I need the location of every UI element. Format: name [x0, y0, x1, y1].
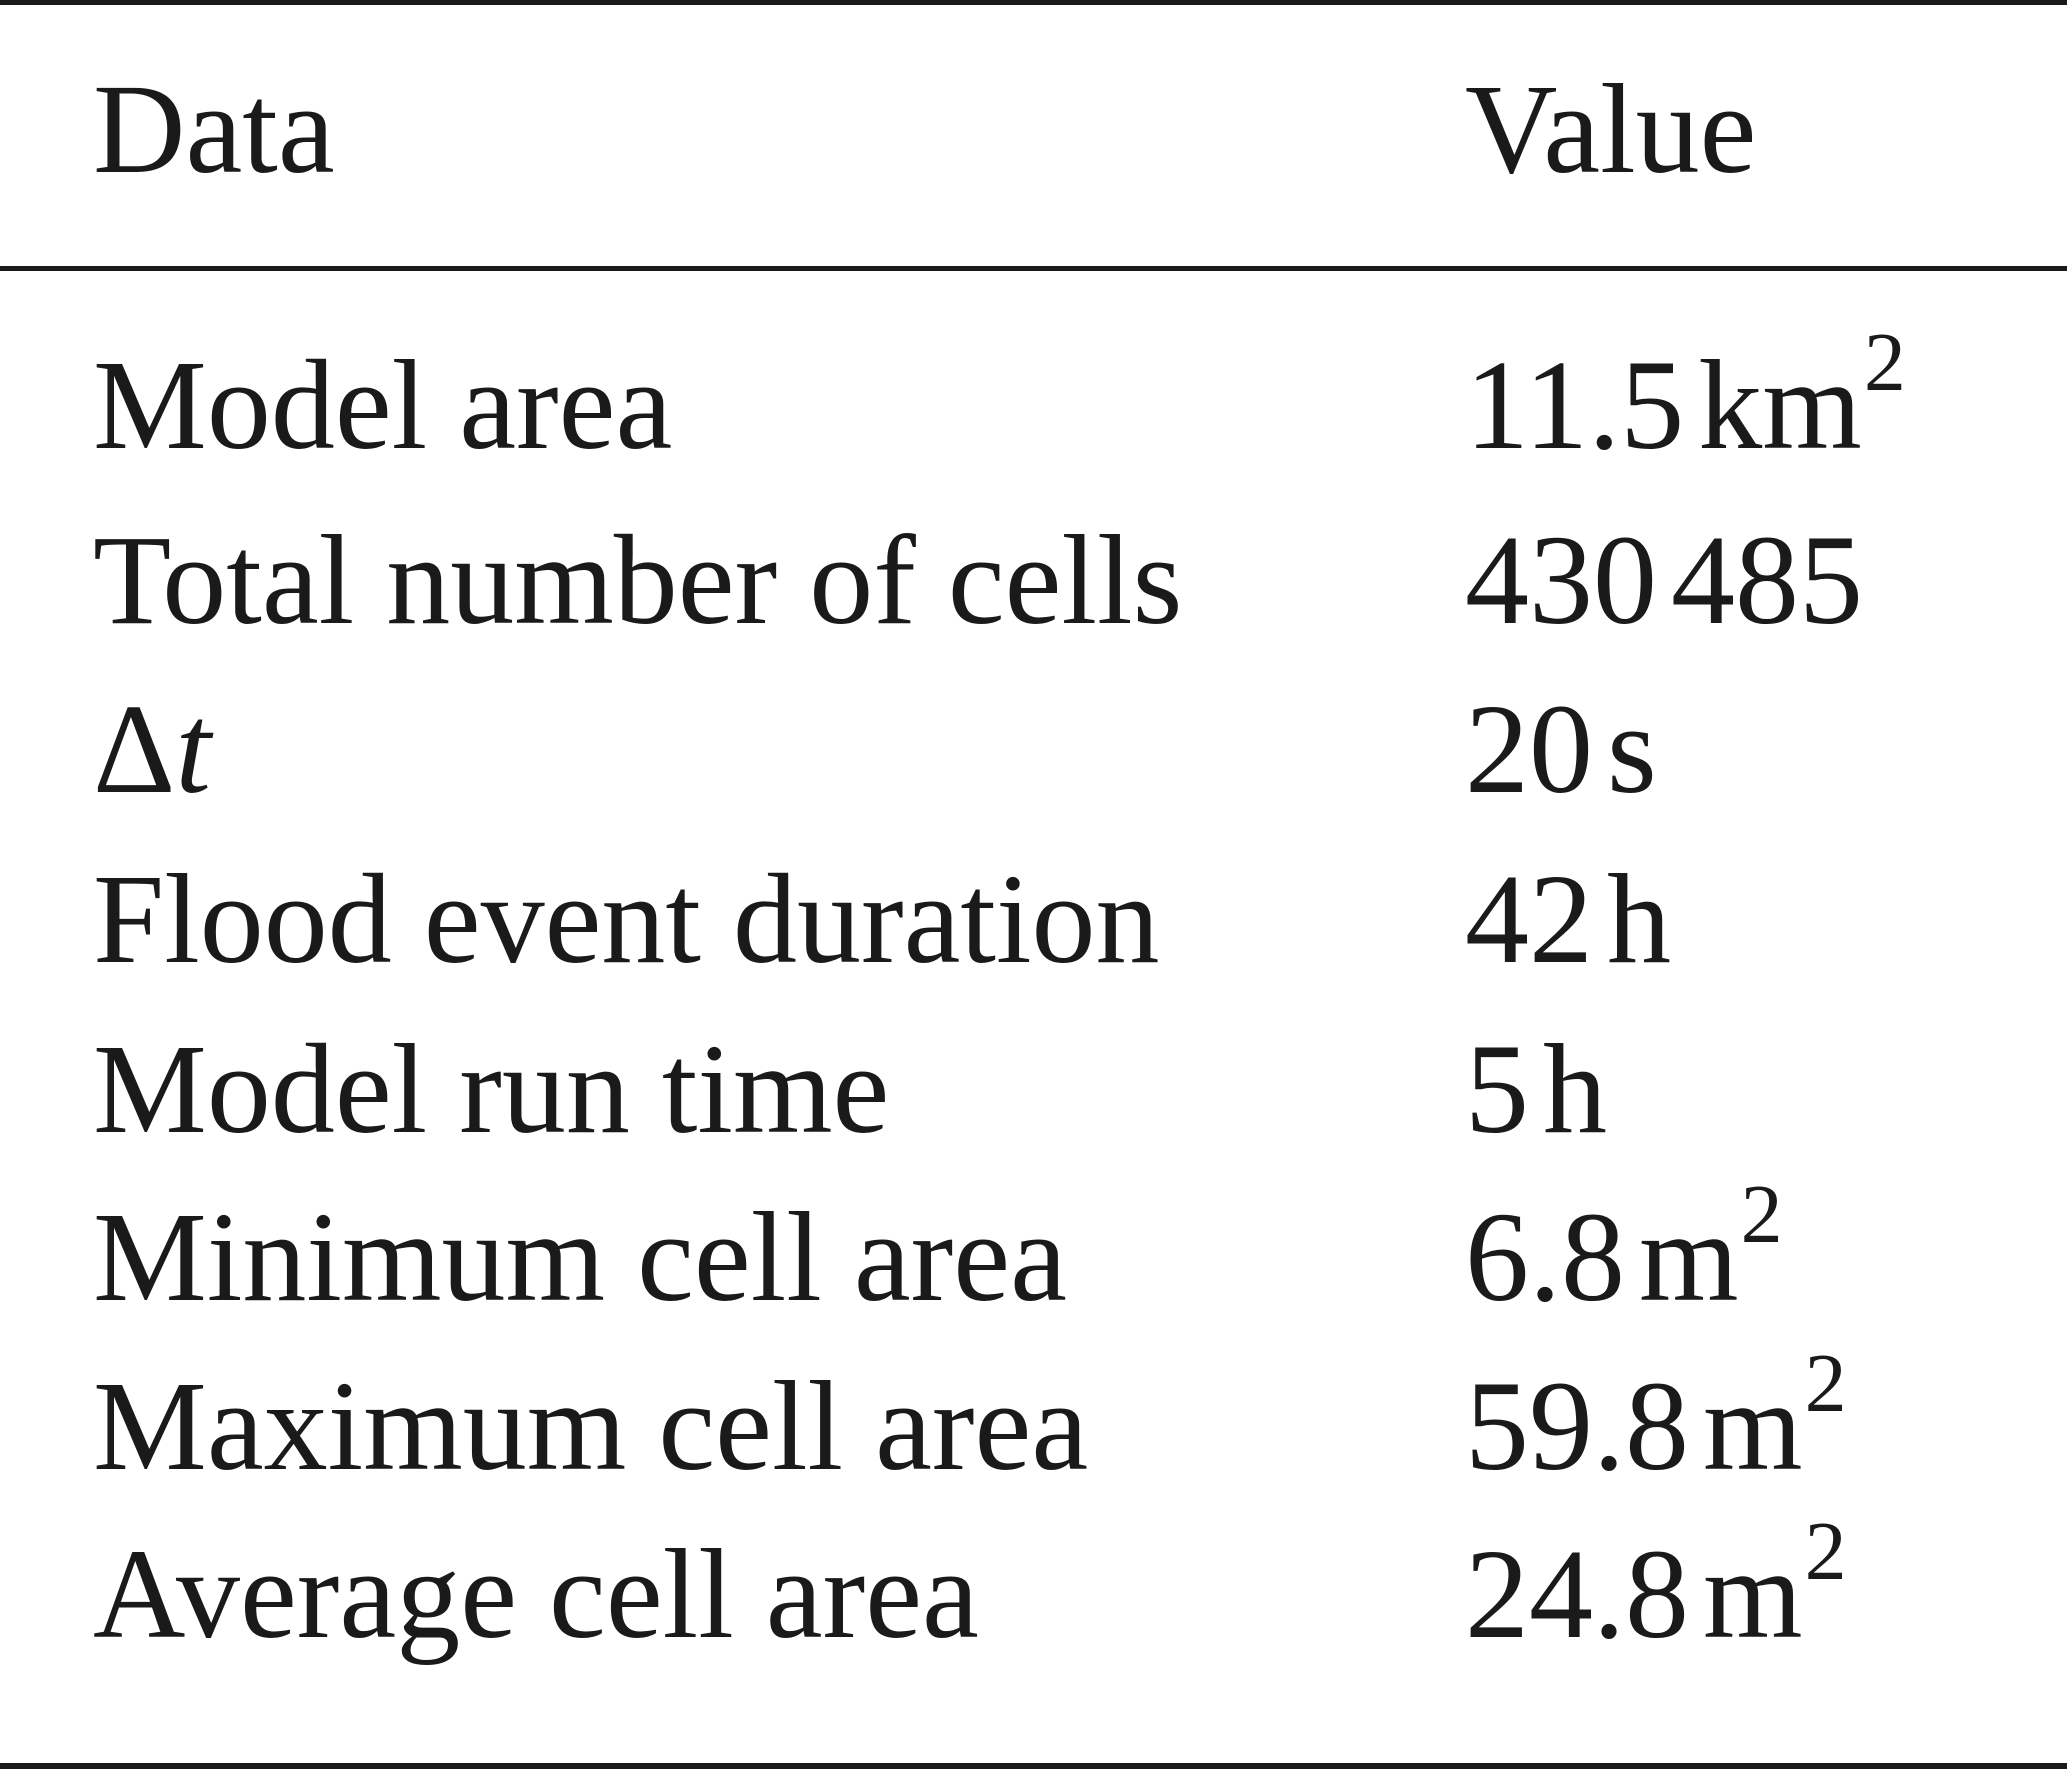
- row-value: 20 s: [1465, 678, 1657, 820]
- row-value: 430 485: [1465, 509, 1863, 651]
- header-value: Value: [1465, 58, 1757, 200]
- row-label: Flood event duration: [93, 848, 1160, 990]
- row-value: 59.8 m2: [1465, 1337, 1847, 1497]
- row-label: Model area: [93, 334, 673, 476]
- header-data: Data: [93, 58, 335, 200]
- row-label: Maximum cell area: [93, 1355, 1089, 1497]
- row-value: 11.5 km2: [1465, 316, 1906, 476]
- row-value: 42 h: [1465, 848, 1671, 990]
- table-header-rule: [0, 266, 2067, 271]
- row-value: 6.8 m2: [1465, 1168, 1783, 1328]
- row-value: 24.8 m2: [1465, 1505, 1847, 1665]
- row-label: Minimum cell area: [93, 1186, 1067, 1328]
- row-label: Model run time: [93, 1018, 890, 1160]
- row-label: Total number of cells: [93, 509, 1183, 651]
- table-bottom-rule: [0, 1763, 2067, 1769]
- row-label: Average cell area: [93, 1523, 979, 1665]
- row-label: Δt: [93, 678, 211, 820]
- table-top-rule: [0, 0, 2067, 5]
